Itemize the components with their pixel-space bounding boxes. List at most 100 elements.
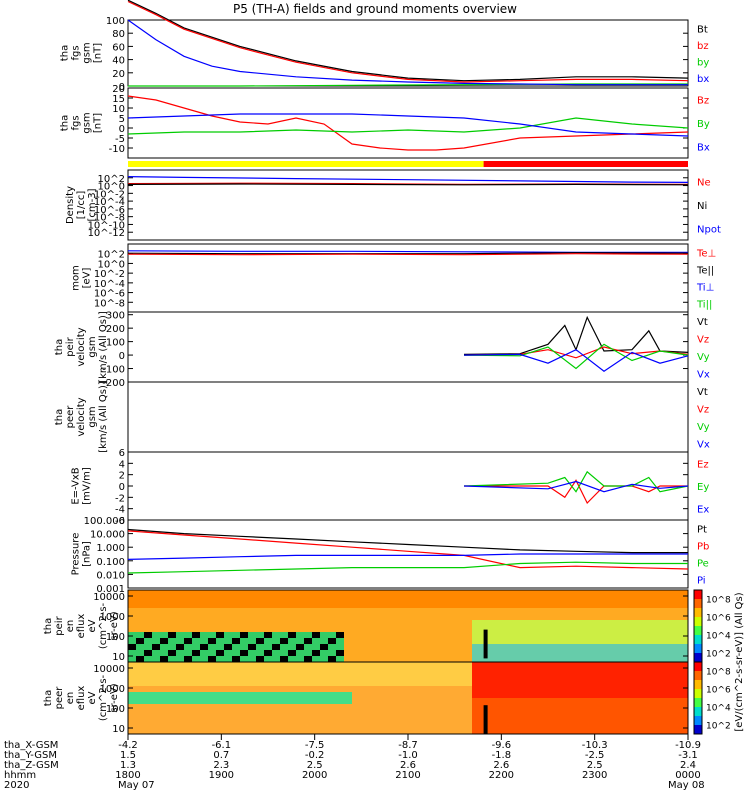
heatmap-cell: [392, 602, 401, 609]
heatmap-cell: [344, 632, 353, 639]
x-row-label: tha_Z-GSM: [4, 760, 59, 771]
heatmap-cell: [544, 674, 553, 681]
heatmap-cell: [520, 704, 529, 711]
heatmap-cell: [400, 650, 409, 657]
x-row-value: -2.5: [585, 750, 605, 761]
heatmap-cell: [168, 728, 177, 735]
heatmap-cell: [192, 686, 201, 693]
heatmap-cell: [440, 698, 449, 705]
heatmap-cell: [616, 596, 625, 603]
heatmap-cell: [600, 608, 609, 615]
heatmap-cell: [328, 644, 337, 651]
x-year-label: 2020: [4, 780, 29, 791]
heatmap-cell: [192, 674, 201, 681]
y-tick-label: 0: [119, 82, 125, 93]
heatmap-cell: [192, 608, 201, 615]
heatmap-cell: [440, 626, 449, 633]
heatmap-cell: [488, 620, 497, 627]
heatmap-cell: [456, 704, 465, 711]
panel-8: 100.00010.0001.0000.1000.0100.001Pressur…: [71, 516, 710, 595]
heatmap-cell: [576, 674, 585, 681]
heatmap-cell: [376, 686, 385, 693]
heatmap-cell: [552, 626, 561, 633]
heatmap-cell: [464, 662, 473, 669]
heatmap-cell: [304, 590, 313, 597]
y-tick-label: 10^-12: [88, 228, 125, 239]
heatmap-cell: [336, 656, 345, 663]
heatmap-cell: [184, 656, 193, 663]
heatmap-cell: [432, 650, 441, 657]
figure-title: P5 (TH-A) fields and ground moments over…: [233, 2, 517, 16]
heatmap-cell: [224, 638, 233, 645]
heatmap-cell: [664, 596, 673, 603]
y-tick-label: 10^-2: [94, 269, 125, 280]
heatmap-cell: [592, 602, 601, 609]
heatmap-cell: [224, 710, 233, 717]
heatmap-cell: [312, 710, 321, 717]
heatmap-cell: [216, 722, 225, 729]
heatmap-cell: [488, 626, 497, 633]
heatmap-cell: [136, 668, 145, 675]
heatmap-cell: [248, 698, 257, 705]
heatmap-cell: [344, 710, 353, 717]
heatmap-cell: [416, 686, 425, 693]
heatmap-cell: [616, 602, 625, 609]
heatmap-cell: [656, 650, 665, 657]
heatmap-cell: [344, 698, 353, 705]
heatmap-cell: [648, 608, 657, 615]
heatmap-cell: [616, 674, 625, 681]
heatmap-cell: [504, 596, 513, 603]
heatmap-cell: [160, 728, 169, 735]
heatmap-cell: [496, 626, 505, 633]
heatmap-cell: [256, 626, 265, 633]
heatmap-cell: [656, 674, 665, 681]
heatmap-cell: [336, 650, 345, 657]
heatmap-cell: [280, 620, 289, 627]
heatmap-cell: [640, 728, 649, 735]
heatmap-cell: [376, 662, 385, 669]
heatmap-cell: [672, 710, 681, 717]
heatmap-cell: [496, 644, 505, 651]
y-label-line: en: [65, 692, 76, 705]
heatmap-cell: [520, 728, 529, 735]
heatmap-cell: [328, 668, 337, 675]
heatmap-cell: [416, 632, 425, 639]
heatmap-cell: [616, 698, 625, 705]
heatmap-cell: [416, 614, 425, 621]
heatmap-cell: [176, 698, 185, 705]
heatmap-cell: [272, 662, 281, 669]
colorbar-tick-label: 10^2: [706, 722, 731, 732]
heatmap-cell: [624, 620, 633, 627]
heatmap-cell: [256, 590, 265, 597]
heatmap-cell: [560, 680, 569, 687]
heatmap-cell: [376, 704, 385, 711]
heatmap-cell: [360, 632, 369, 639]
heatmap-cell: [184, 614, 193, 621]
heatmap-cell: [152, 716, 161, 723]
heatmap-cell: [632, 602, 641, 609]
heatmap-cell: [424, 638, 433, 645]
heatmap-cell: [336, 710, 345, 717]
heatmap-cell: [656, 614, 665, 621]
heatmap-cell: [672, 620, 681, 627]
heatmap-cell: [128, 602, 137, 609]
y-tick-label: 10^-6: [94, 289, 125, 300]
heatmap-cell: [392, 692, 401, 699]
heatmap-cell: [608, 716, 617, 723]
heatmap-cell: [144, 626, 153, 633]
heatmap-cell: [408, 590, 417, 597]
y-tick-label: 10^-6: [94, 205, 125, 216]
heatmap-cell: [416, 710, 425, 717]
heatmap-cell: [184, 722, 193, 729]
heatmap-cell: [216, 626, 225, 633]
heatmap-cell: [608, 722, 617, 729]
heatmap-cell: [152, 650, 161, 657]
heatmap-cell: [288, 716, 297, 723]
heatmap-cell: [656, 596, 665, 603]
heatmap-cell: [448, 656, 457, 663]
heatmap-cell: [408, 626, 417, 633]
heatmap-cell: [176, 716, 185, 723]
heatmap-cell: [288, 692, 297, 699]
heatmap-cell: [296, 590, 305, 597]
heatmap-cell: [552, 644, 561, 651]
